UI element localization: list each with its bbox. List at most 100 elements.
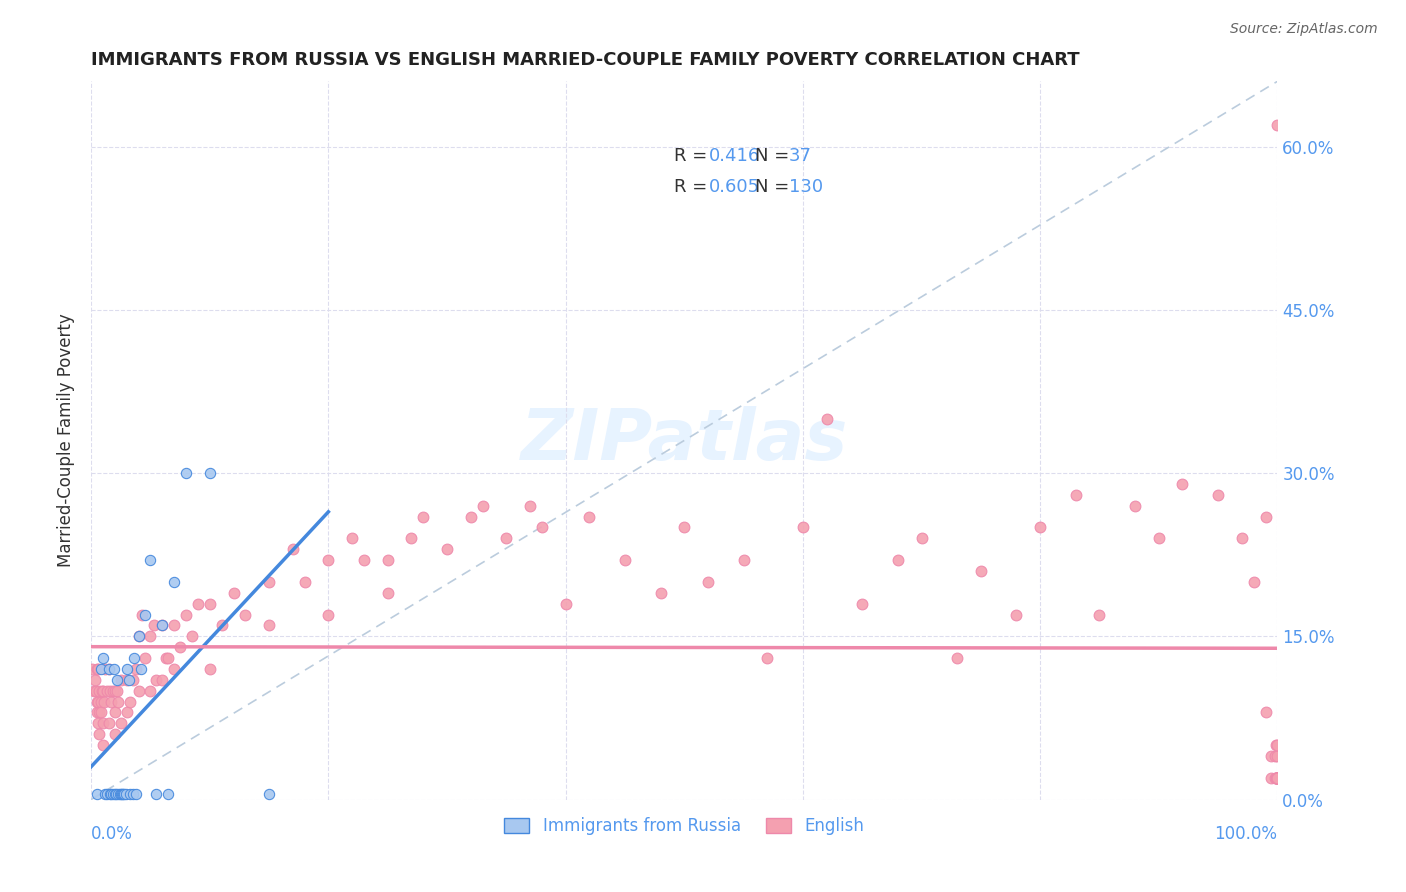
Point xyxy=(377,586,399,600)
Point xyxy=(90,662,112,676)
Point xyxy=(89,727,111,741)
Point xyxy=(353,553,375,567)
Point xyxy=(1064,488,1087,502)
Point xyxy=(89,706,111,720)
Text: 0.416: 0.416 xyxy=(709,147,761,165)
Point xyxy=(495,532,517,546)
Point xyxy=(1267,771,1289,785)
Point xyxy=(93,695,115,709)
Point xyxy=(118,673,141,687)
Point xyxy=(174,466,197,480)
Point xyxy=(91,683,114,698)
Point xyxy=(530,520,553,534)
Point xyxy=(150,618,173,632)
Text: 0.605: 0.605 xyxy=(709,178,761,195)
Point xyxy=(97,716,120,731)
Point xyxy=(145,673,167,687)
Point xyxy=(122,651,145,665)
Point xyxy=(257,787,280,801)
Point xyxy=(115,706,138,720)
Point xyxy=(105,787,128,801)
Text: R =: R = xyxy=(673,178,713,195)
Point xyxy=(100,787,122,801)
Point xyxy=(128,683,150,698)
Point xyxy=(1254,509,1277,524)
Point xyxy=(222,586,245,600)
Point xyxy=(111,787,134,801)
Point xyxy=(104,683,127,698)
Point xyxy=(756,651,779,665)
Point xyxy=(1267,771,1289,785)
Text: Source: ZipAtlas.com: Source: ZipAtlas.com xyxy=(1230,22,1378,37)
Point xyxy=(1267,118,1289,132)
Point xyxy=(471,499,494,513)
Point xyxy=(96,683,118,698)
Point xyxy=(1267,771,1289,785)
Text: ZIPatlas: ZIPatlas xyxy=(520,406,848,475)
Point xyxy=(377,553,399,567)
Point xyxy=(294,574,316,589)
Point xyxy=(91,738,114,752)
Point xyxy=(90,706,112,720)
Point xyxy=(163,618,186,632)
Y-axis label: Married-Couple Family Poverty: Married-Couple Family Poverty xyxy=(58,314,75,567)
Point xyxy=(91,716,114,731)
Point xyxy=(1264,771,1286,785)
Point xyxy=(134,607,156,622)
Point xyxy=(110,716,132,731)
Point xyxy=(114,787,136,801)
Point xyxy=(815,411,838,425)
Point xyxy=(174,607,197,622)
Point xyxy=(121,673,143,687)
Point xyxy=(139,629,162,643)
Point xyxy=(211,618,233,632)
Point xyxy=(97,662,120,676)
Point xyxy=(157,787,180,801)
Point xyxy=(340,532,363,546)
Point xyxy=(150,673,173,687)
Point xyxy=(110,673,132,687)
Point xyxy=(83,673,105,687)
Point xyxy=(128,629,150,643)
Point xyxy=(104,787,127,801)
Point xyxy=(145,787,167,801)
Point xyxy=(86,695,108,709)
Point xyxy=(1005,607,1028,622)
Point xyxy=(1254,706,1277,720)
Point xyxy=(128,629,150,643)
Point xyxy=(318,553,340,567)
Point xyxy=(112,787,135,801)
Point xyxy=(105,673,128,687)
Point xyxy=(1206,488,1229,502)
Point xyxy=(89,683,111,698)
Point xyxy=(125,662,148,676)
Point xyxy=(1088,607,1111,622)
Point xyxy=(198,662,221,676)
Point xyxy=(131,607,153,622)
Point xyxy=(90,683,112,698)
Point xyxy=(1260,771,1282,785)
Point xyxy=(1147,532,1170,546)
Point xyxy=(94,662,117,676)
Point xyxy=(1267,771,1289,785)
Point xyxy=(139,553,162,567)
Point xyxy=(86,787,108,801)
Point xyxy=(1267,771,1289,785)
Text: 130: 130 xyxy=(789,178,823,195)
Point xyxy=(1029,520,1052,534)
Point xyxy=(96,787,118,801)
Point xyxy=(1123,499,1146,513)
Text: R =: R = xyxy=(673,147,713,165)
Point xyxy=(851,597,873,611)
Point xyxy=(198,466,221,480)
Point xyxy=(460,509,482,524)
Point xyxy=(697,574,720,589)
Point xyxy=(1230,532,1253,546)
Point xyxy=(115,673,138,687)
Point xyxy=(613,553,636,567)
Point xyxy=(1265,771,1288,785)
Point xyxy=(139,683,162,698)
Point xyxy=(103,662,125,676)
Point xyxy=(84,683,107,698)
Point xyxy=(87,716,110,731)
